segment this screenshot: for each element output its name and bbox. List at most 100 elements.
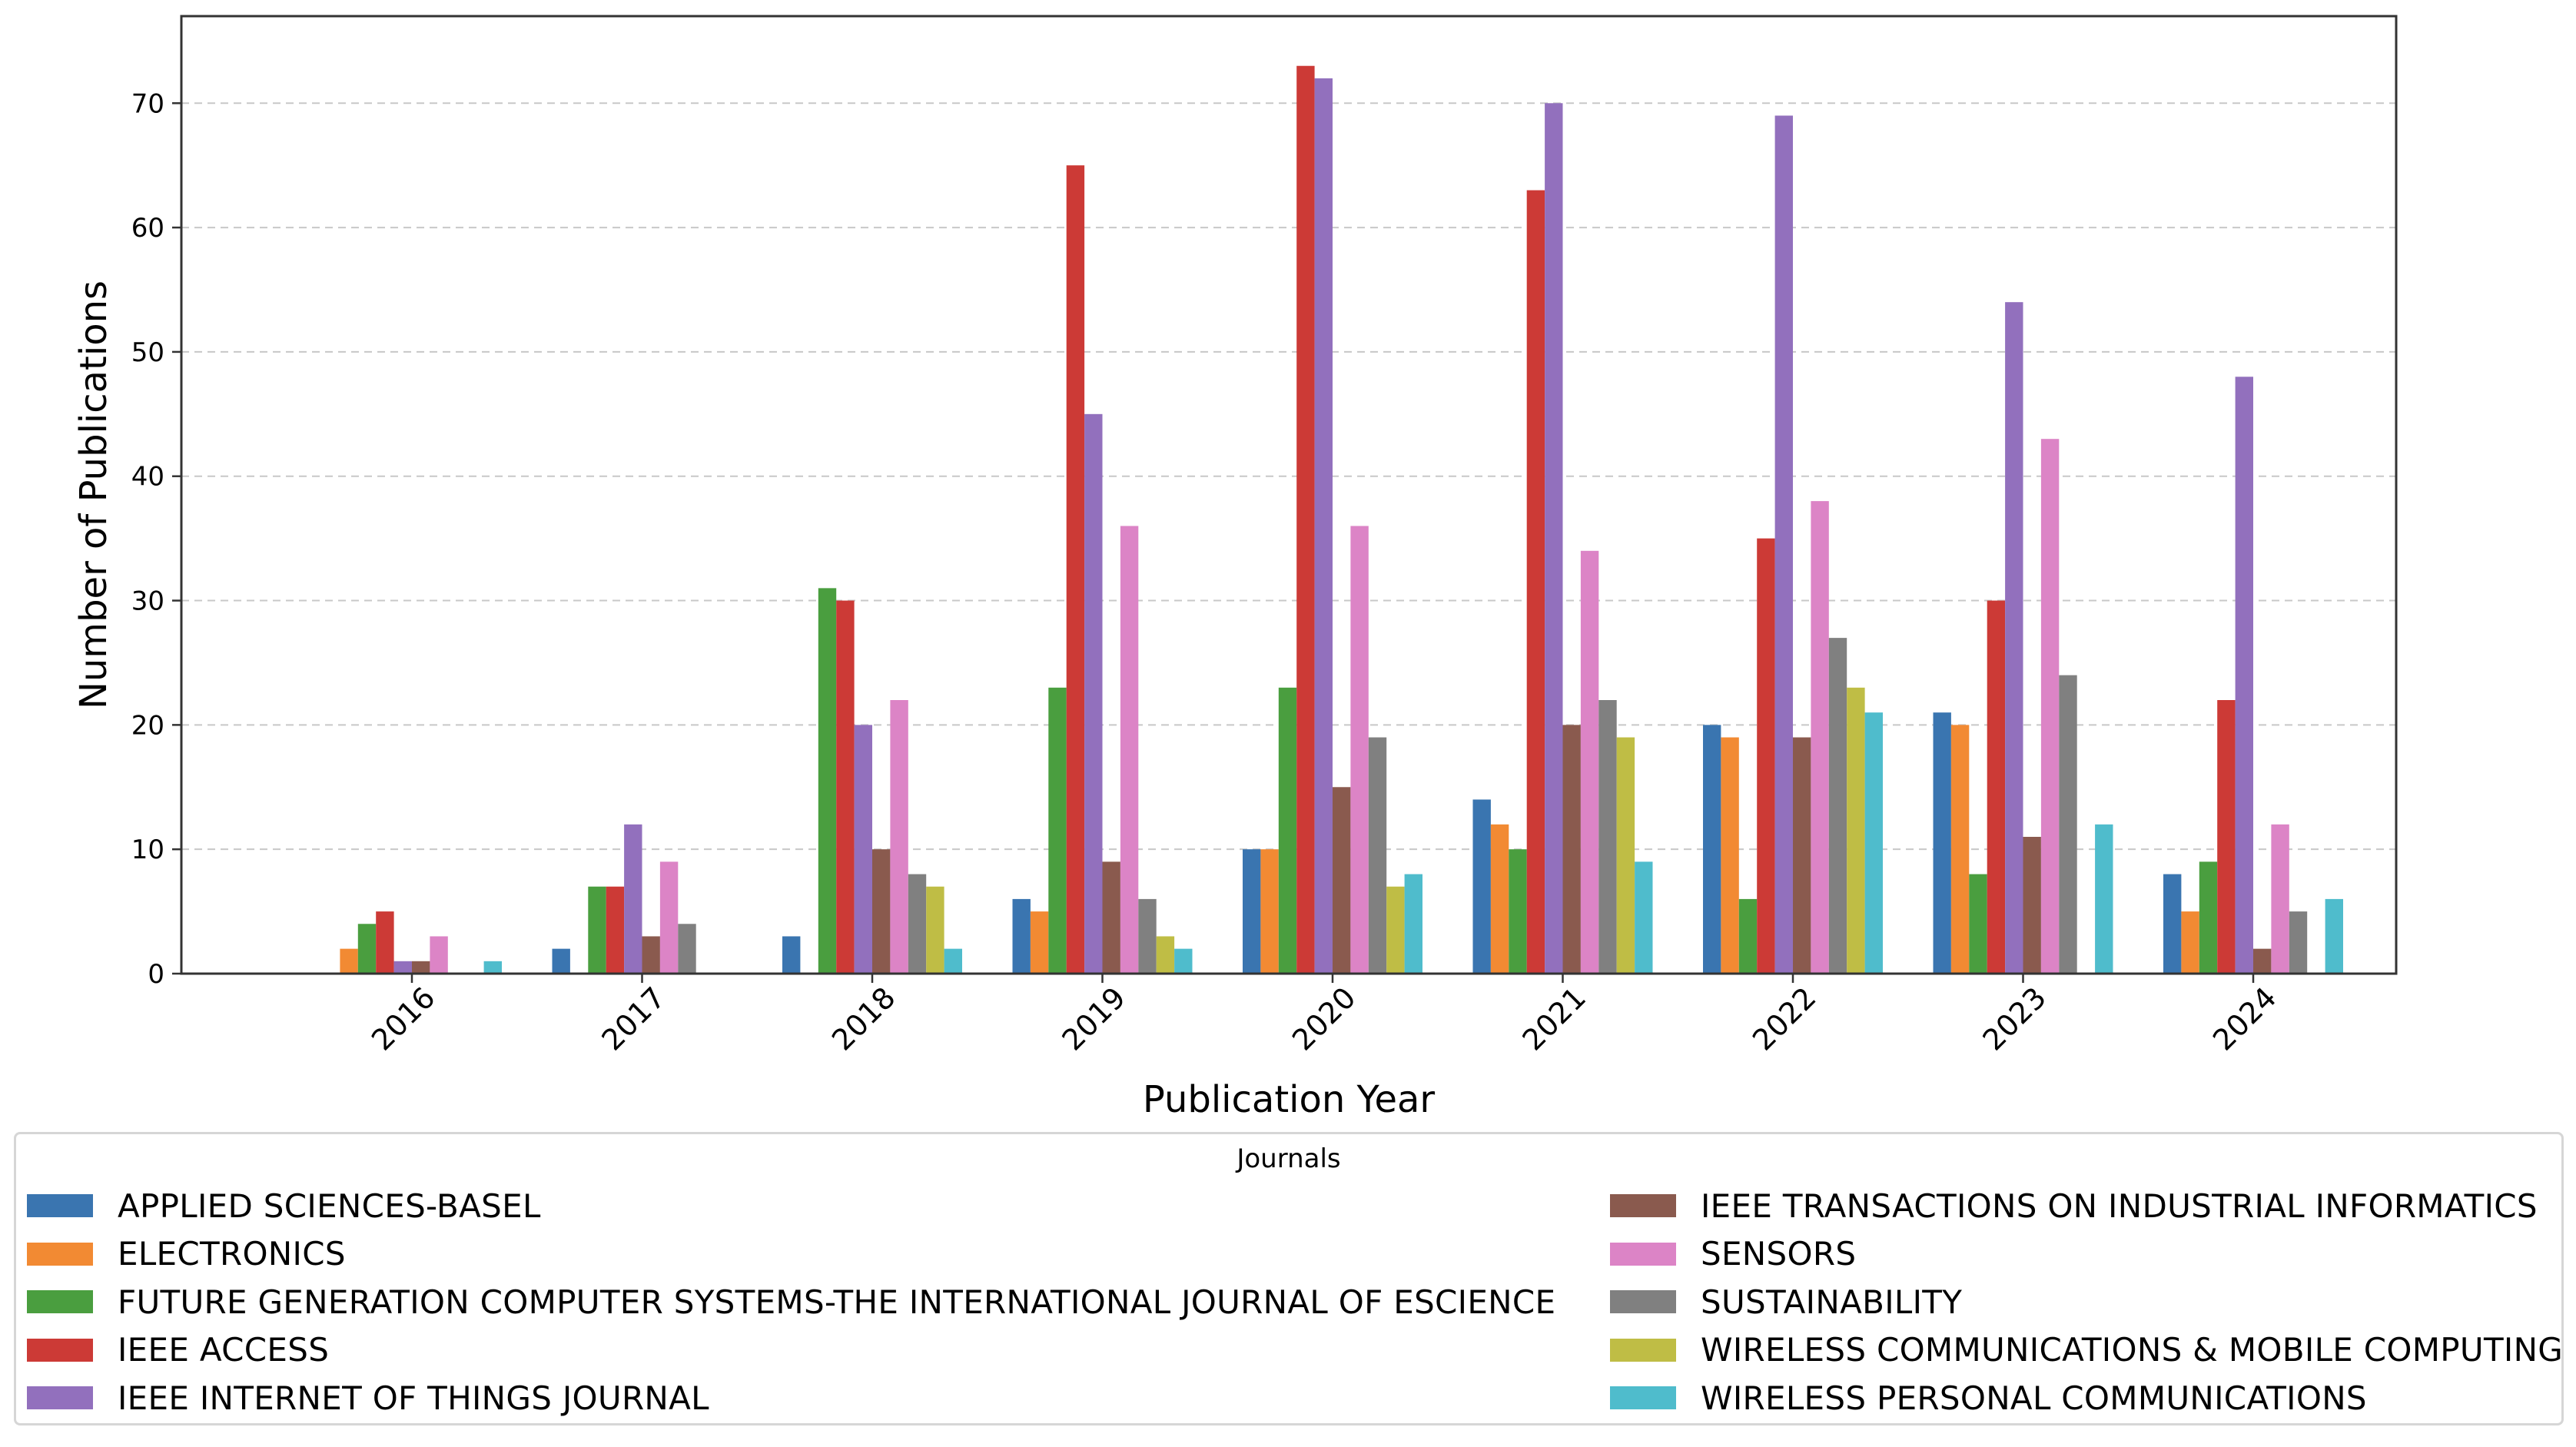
legend-swatch [1610,1338,1676,1362]
bar [1950,725,1970,974]
legend-item: WIRELESS COMMUNICATIONS & MOBILE COMPUTI… [1610,1326,2563,1375]
bar [393,961,412,974]
bar [1333,787,1351,974]
bar [1314,78,1333,974]
legend-swatch [27,1194,93,1218]
bar [1793,737,1811,974]
bar [1084,413,1103,974]
bar [2181,911,2199,974]
bar [2325,898,2343,974]
legend-item: SENSORS [1610,1230,2563,1279]
y-tick-label: 30 [131,586,164,617]
legend-item: ELECTRONICS [27,1230,1555,1279]
bar [1811,501,1829,974]
bar [926,886,944,974]
legend-item: SUSTAINABILITY [1610,1278,2563,1326]
bar [624,824,642,974]
bar [552,948,570,974]
legend-swatch [1610,1242,1676,1266]
bar [872,849,891,974]
bar [1635,861,1653,974]
x-axis-label: Publication Year [1143,1078,1436,1121]
bar [376,911,394,974]
legend-label: FUTURE GENERATION COMPUTER SYSTEMS-THE I… [118,1283,1556,1321]
x-tick-label: 2022 [1746,981,1823,1057]
legend-label: ELECTRONICS [118,1235,346,1273]
x-tick-label: 2019 [1056,981,1133,1057]
legend-swatch [1610,1386,1676,1410]
bar [430,936,448,974]
plot-frame [180,15,2398,975]
x-tick-label: 2018 [825,981,902,1057]
x-axis-ticks: 2016 2017 2018 2019 2020 2021 2022 2023 2024 [365,974,2283,1057]
bar [588,886,606,974]
bar [340,948,358,974]
y-axis-ticks: 0 10 20 30 40 50 60 70 [131,88,181,990]
bar [2289,911,2308,974]
bar [1545,103,1563,974]
legend-item: WIRELESS PERSONAL COMMUNICATIONS [1610,1374,2563,1422]
legend-label: IEEE INTERNET OF THINGS JOURNAL [118,1379,709,1417]
x-tick-label: 2023 [1977,981,2053,1057]
bar [2040,439,2060,974]
y-tick-label: 40 [131,462,164,493]
bar-chart: 0 10 20 30 40 50 60 70 2016 2017 2018 2019 2020 2021… [72,15,2398,1121]
legend-label: SUSTAINABILITY [1701,1283,1963,1321]
bar [2235,377,2253,974]
legend-label: IEEE TRANSACTIONS ON INDUSTRIAL INFORMAT… [1701,1186,2538,1225]
legend-label: SENSORS [1701,1235,1857,1273]
bar [1616,737,1635,974]
bar [1404,874,1422,974]
legend-label: APPLIED SCIENCES-BASEL [118,1186,541,1225]
bar [2095,824,2113,974]
bar [2253,948,2272,974]
bar [1350,526,1369,974]
bar [1847,687,1865,974]
bar [2005,302,2023,974]
bar [1721,737,1739,974]
y-axis-label: Number of Publications [72,280,115,709]
bar [357,924,377,974]
x-tick-label: 2017 [596,981,672,1057]
legend-column-right: IEEE TRANSACTIONS ON INDUSTRIAL INFORMAT… [1610,1182,2563,1422]
y-gridlines [181,102,2396,851]
bar [1102,861,1120,974]
legend-swatch [27,1290,93,1314]
bar [1598,700,1617,974]
bar [606,886,625,974]
bar [1030,911,1049,974]
bar [782,936,801,974]
bar [2163,874,2182,974]
bar [1757,538,1775,974]
bar [1509,849,1527,974]
legend-label: IEEE ACCESS [118,1331,330,1369]
bar [659,861,679,974]
x-tick-label: 2024 [2206,981,2283,1057]
bar [1562,725,1581,974]
legend-item: IEEE TRANSACTIONS ON INDUSTRIAL INFORMAT… [1610,1182,2563,1230]
legend-item: FUTURE GENERATION COMPUTER SYSTEMS-THE I… [27,1278,1555,1326]
bar [412,961,430,974]
y-tick-label: 60 [131,213,164,244]
legend-label: WIRELESS PERSONAL COMMUNICATIONS [1701,1379,2367,1417]
bar [1738,898,1758,974]
bar [2271,824,2289,974]
bar [1472,799,1491,974]
legend-swatch [1610,1194,1676,1218]
y-tick-label: 10 [131,835,164,865]
y-tick-label: 0 [148,959,164,990]
x-tick-label: 2016 [365,981,442,1057]
bar [944,948,962,974]
x-tick-label: 2020 [1286,981,1363,1057]
legend-item: IEEE ACCESS [27,1326,1555,1375]
y-tick-label: 50 [131,337,164,368]
bar [1490,824,1509,974]
bar [854,725,872,974]
legend-swatch [27,1386,93,1410]
legend-swatch [1610,1290,1676,1314]
legend-item: IEEE INTERNET OF THINGS JOURNAL [27,1374,1555,1422]
bar-marks [340,65,2343,974]
bar [2217,700,2236,974]
bar [1296,65,1315,974]
legend-column-left: APPLIED SCIENCES-BASEL ELECTRONICS FUTUR… [27,1182,1555,1422]
